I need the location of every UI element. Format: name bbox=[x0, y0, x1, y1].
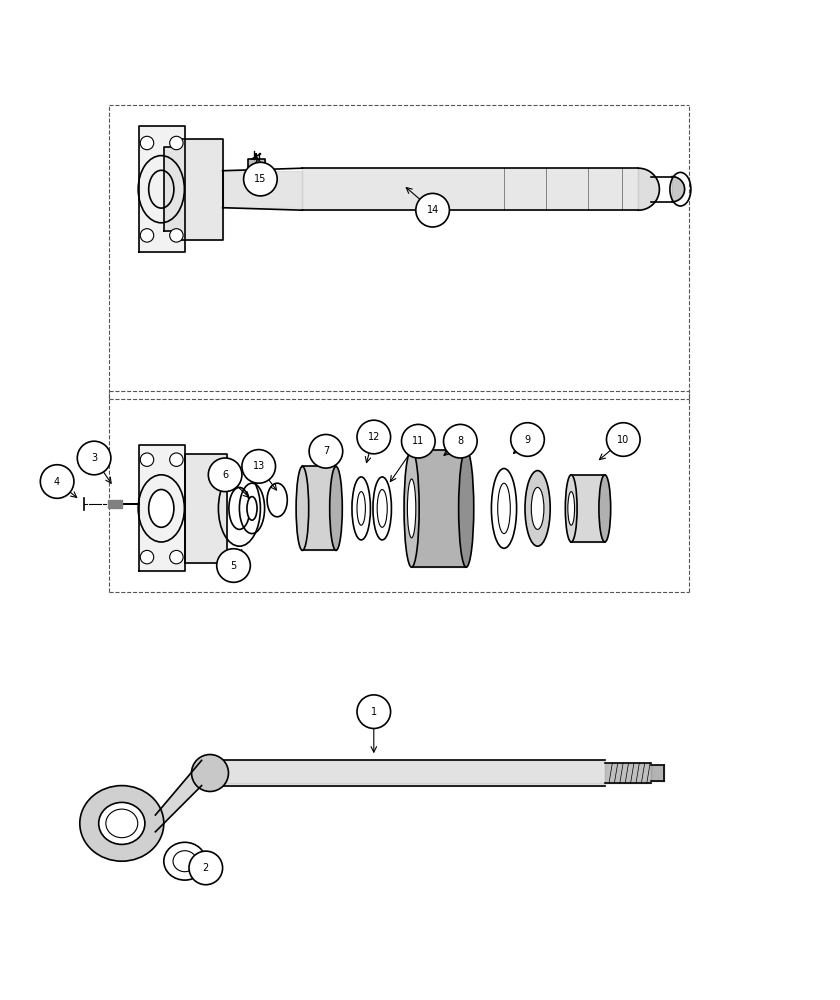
Circle shape bbox=[357, 420, 391, 454]
Polygon shape bbox=[638, 168, 659, 210]
Text: 3: 3 bbox=[91, 453, 97, 463]
Polygon shape bbox=[571, 475, 605, 542]
Polygon shape bbox=[672, 177, 685, 202]
Ellipse shape bbox=[531, 487, 543, 529]
Polygon shape bbox=[223, 171, 302, 208]
Polygon shape bbox=[302, 466, 336, 550]
Text: 8: 8 bbox=[457, 436, 464, 446]
Text: 9: 9 bbox=[524, 435, 531, 445]
Circle shape bbox=[402, 424, 435, 458]
Text: 5: 5 bbox=[230, 561, 237, 571]
Circle shape bbox=[511, 423, 544, 456]
Polygon shape bbox=[412, 450, 466, 567]
Ellipse shape bbox=[228, 487, 250, 529]
Polygon shape bbox=[185, 454, 227, 563]
Text: 15: 15 bbox=[255, 174, 266, 184]
Ellipse shape bbox=[525, 471, 550, 546]
Polygon shape bbox=[108, 500, 122, 508]
Polygon shape bbox=[248, 159, 265, 171]
Circle shape bbox=[217, 549, 250, 582]
Circle shape bbox=[140, 136, 154, 150]
Circle shape bbox=[606, 423, 640, 456]
Circle shape bbox=[192, 755, 228, 791]
Ellipse shape bbox=[565, 475, 577, 542]
Polygon shape bbox=[139, 445, 185, 571]
Circle shape bbox=[170, 550, 183, 564]
Ellipse shape bbox=[247, 497, 257, 520]
Ellipse shape bbox=[173, 851, 197, 872]
Text: 1: 1 bbox=[370, 707, 377, 717]
Ellipse shape bbox=[497, 483, 510, 534]
Ellipse shape bbox=[568, 492, 575, 525]
Circle shape bbox=[309, 434, 343, 468]
Circle shape bbox=[416, 193, 449, 227]
Text: 10: 10 bbox=[617, 435, 629, 445]
Ellipse shape bbox=[329, 466, 343, 550]
Circle shape bbox=[357, 695, 391, 728]
Text: 14: 14 bbox=[427, 205, 438, 215]
Ellipse shape bbox=[296, 466, 308, 550]
Circle shape bbox=[77, 441, 111, 475]
Ellipse shape bbox=[98, 802, 144, 844]
Text: 2: 2 bbox=[202, 863, 209, 873]
Circle shape bbox=[244, 162, 277, 196]
Circle shape bbox=[189, 851, 223, 885]
Circle shape bbox=[242, 450, 276, 483]
Ellipse shape bbox=[80, 786, 164, 861]
Circle shape bbox=[140, 453, 154, 466]
Text: 11: 11 bbox=[412, 436, 424, 446]
Text: 6: 6 bbox=[222, 470, 228, 480]
Circle shape bbox=[208, 458, 242, 492]
Circle shape bbox=[170, 229, 183, 242]
Circle shape bbox=[40, 465, 74, 498]
Polygon shape bbox=[164, 139, 223, 240]
Circle shape bbox=[170, 453, 183, 466]
Ellipse shape bbox=[404, 450, 419, 567]
Ellipse shape bbox=[149, 490, 174, 527]
Text: 13: 13 bbox=[253, 461, 265, 471]
Circle shape bbox=[140, 550, 154, 564]
Circle shape bbox=[170, 136, 183, 150]
Circle shape bbox=[444, 424, 477, 458]
Polygon shape bbox=[155, 760, 202, 832]
Text: 12: 12 bbox=[368, 432, 380, 442]
Ellipse shape bbox=[377, 490, 387, 527]
Text: 7: 7 bbox=[323, 446, 329, 456]
Ellipse shape bbox=[459, 450, 474, 567]
Text: 4: 4 bbox=[54, 477, 60, 487]
Ellipse shape bbox=[357, 492, 365, 525]
Polygon shape bbox=[139, 126, 185, 252]
Ellipse shape bbox=[599, 475, 611, 542]
Ellipse shape bbox=[407, 479, 416, 538]
Circle shape bbox=[140, 229, 154, 242]
